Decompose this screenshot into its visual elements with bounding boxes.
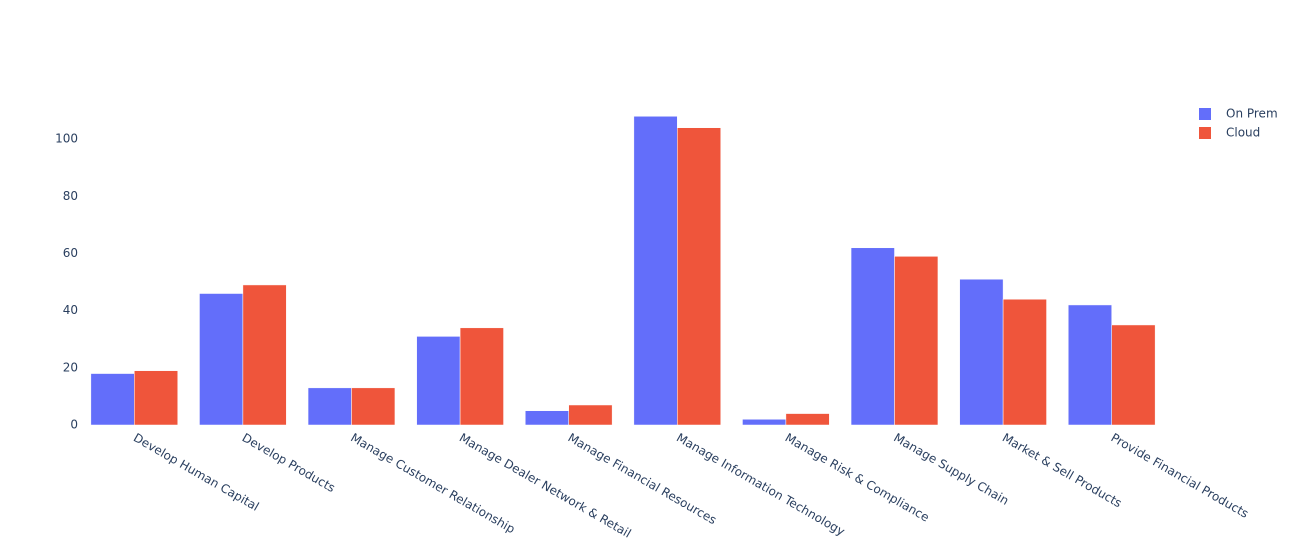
bar [1111,324,1156,426]
y-tick-label: 40 [63,303,78,317]
bar [416,336,461,426]
y-tick-label: 80 [63,189,78,203]
x-tick-label: Manage Dealer Network & Retail [457,431,634,541]
bar [742,419,787,426]
bar [1068,304,1112,426]
bar [351,387,396,426]
x-tick-label: Manage Supply Chain [891,431,1011,508]
bar [1002,298,1047,426]
y-tick-label: 100 [55,132,78,146]
bar [785,413,830,426]
x-tick-label: Develop Products [240,431,338,496]
bar [568,404,613,426]
bar [850,247,895,426]
bar [459,327,504,426]
bar [307,387,352,426]
bar [633,116,678,426]
legend-label: Cloud [1226,126,1260,140]
x-tick-label: Manage Information Technology [674,431,847,539]
x-tick-label: Provide Financial Products [1108,431,1251,521]
y-tick-label: 0 [70,418,78,432]
legend-label: On Prem [1226,107,1278,121]
bar [677,127,721,426]
x-tick-label: Market & Sell Products [1000,431,1124,511]
bar [199,293,244,426]
bar [894,256,939,426]
bar [134,370,178,426]
bar [90,373,135,426]
y-tick-label: 20 [63,360,78,374]
bar [959,278,1004,426]
legend-swatch [1199,108,1211,120]
legend-swatch [1199,127,1211,139]
bar [525,410,569,426]
bar [242,284,287,426]
y-tick-label: 60 [63,246,78,260]
